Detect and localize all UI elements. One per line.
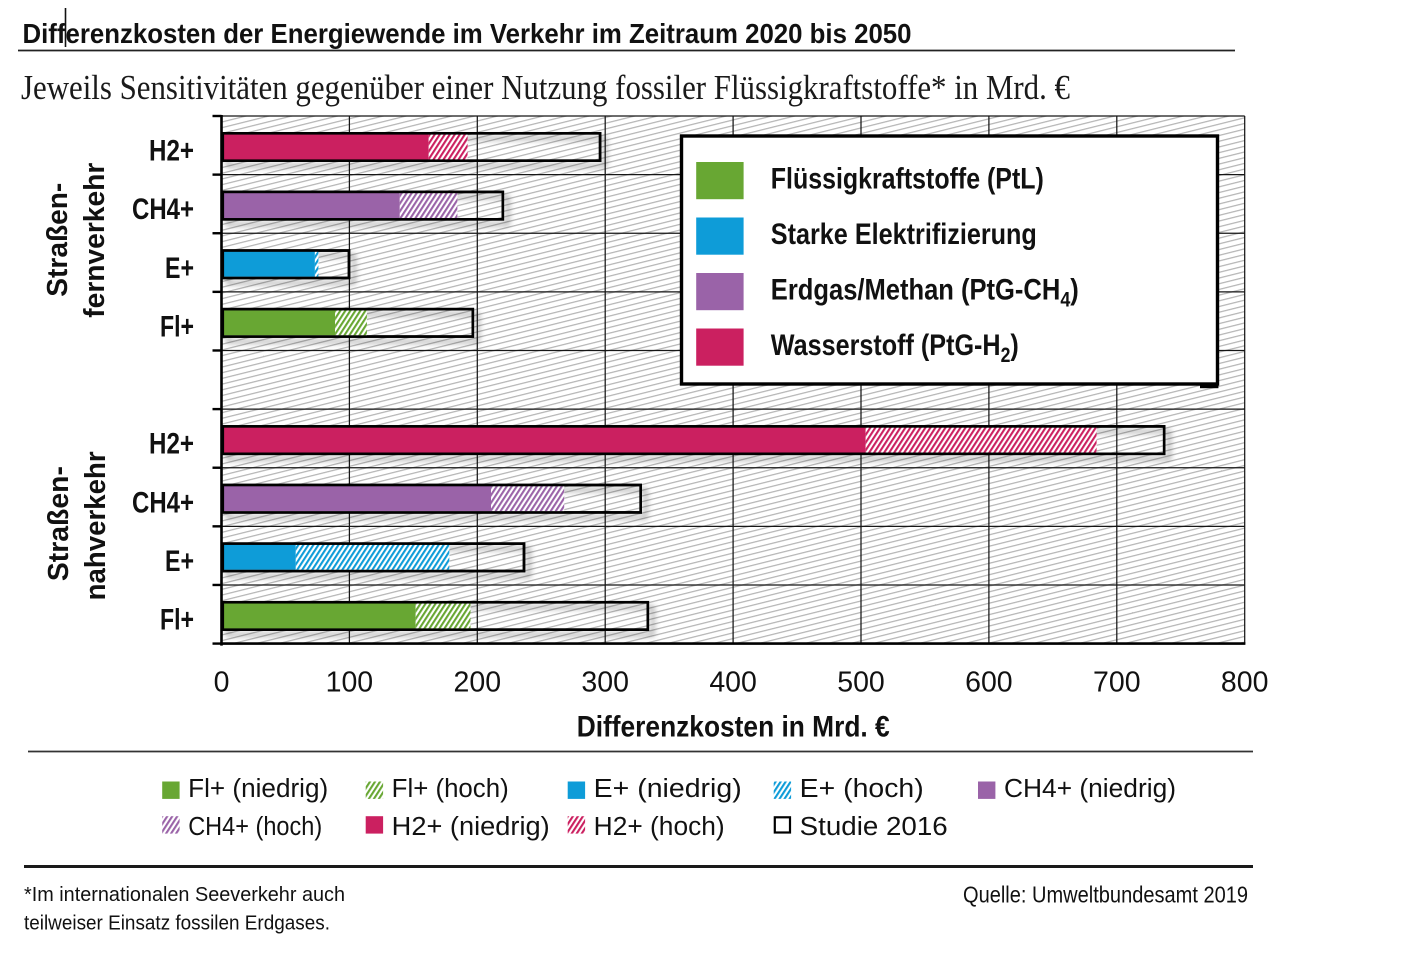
- svg-text:Fl+ (hoch): Fl+ (hoch): [392, 775, 509, 803]
- svg-text:H2+ (niedrig): H2+ (niedrig): [392, 813, 550, 841]
- svg-text:100: 100: [326, 667, 374, 699]
- svg-text:Studie 2016: Studie 2016: [800, 813, 948, 841]
- svg-text:500: 500: [837, 667, 885, 699]
- svg-text:H2+: H2+: [149, 428, 194, 461]
- svg-text:CH4+: CH4+: [132, 193, 194, 226]
- svg-text:Straßen-: Straßen-: [43, 466, 75, 581]
- svg-text:400: 400: [709, 667, 757, 699]
- svg-text:E+ (hoch): E+ (hoch): [800, 775, 924, 803]
- svg-text:teilweiser Einsatz fossilen Er: teilweiser Einsatz fossilen Erdgases.: [24, 912, 330, 935]
- svg-text:Quelle: Umweltbundesamt 2019: Quelle: Umweltbundesamt 2019: [963, 882, 1248, 908]
- svg-text:Differenzkosten der Energiewen: Differenzkosten der Energiewende im Verk…: [23, 18, 912, 49]
- svg-text:Differenzkosten in Mrd. €: Differenzkosten in Mrd. €: [577, 711, 890, 744]
- svg-text:H2+: H2+: [149, 135, 194, 168]
- svg-text:fernverkehr: fernverkehr: [79, 163, 111, 318]
- svg-text:Wasserstoff (PtG-H2): Wasserstoff (PtG-H2): [771, 329, 1019, 367]
- svg-text:nahverkehr: nahverkehr: [80, 451, 112, 600]
- svg-text:Erdgas/Methan (PtG-CH4): Erdgas/Methan (PtG-CH4): [771, 273, 1079, 311]
- svg-text:Starke Elektrifizierung: Starke Elektrifizierung: [771, 218, 1037, 251]
- svg-text:300: 300: [581, 667, 629, 699]
- svg-text:CH4+ (niedrig): CH4+ (niedrig): [1004, 775, 1176, 803]
- svg-text:800: 800: [1221, 667, 1269, 699]
- svg-text:E+ (niedrig): E+ (niedrig): [594, 775, 742, 803]
- svg-text:700: 700: [1093, 667, 1141, 699]
- svg-text:Flüssigkraftstoffe (PtL): Flüssigkraftstoffe (PtL): [771, 162, 1044, 195]
- svg-text:*Im internationalen Seeverkehr: *Im internationalen Seeverkehr auch: [24, 883, 345, 906]
- svg-text:Fl+ (niedrig): Fl+ (niedrig): [188, 775, 328, 803]
- svg-text:200: 200: [454, 667, 502, 699]
- svg-text:E+: E+: [165, 545, 194, 578]
- svg-text:600: 600: [965, 667, 1013, 699]
- svg-text:CH4+ (hoch): CH4+ (hoch): [188, 813, 322, 841]
- svg-text:Jeweils Sensitivitäten gegenüb: Jeweils Sensitivitäten gegenüber einer N…: [21, 69, 1070, 107]
- svg-text:Straßen-: Straßen-: [42, 183, 74, 297]
- svg-text:CH4+: CH4+: [132, 486, 194, 519]
- svg-text:Fl+: Fl+: [160, 311, 194, 344]
- svg-text:H2+ (hoch): H2+ (hoch): [594, 813, 725, 841]
- svg-text:0: 0: [214, 667, 230, 699]
- svg-text:E+: E+: [165, 252, 194, 285]
- svg-text:Fl+: Fl+: [160, 604, 194, 637]
